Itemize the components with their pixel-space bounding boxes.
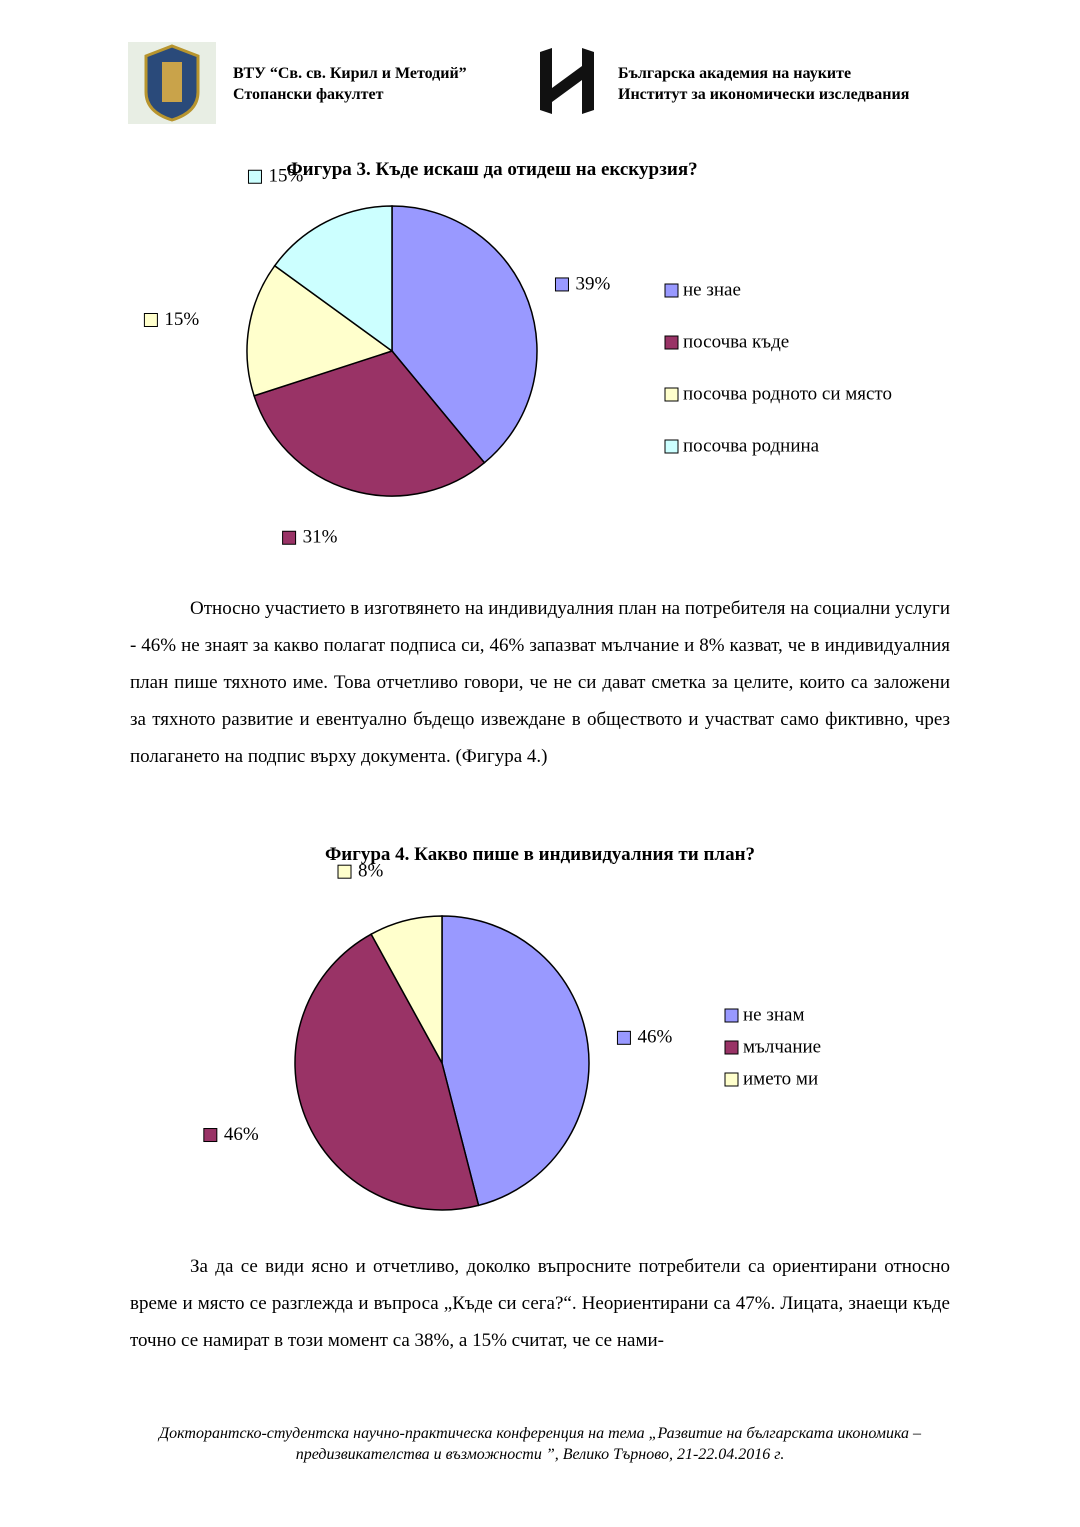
institute-logo <box>540 48 594 114</box>
data-label: 39% <box>575 273 610 294</box>
legend-label: името ми <box>743 1068 818 1089</box>
label-swatch <box>247 169 262 184</box>
legend-swatch <box>664 335 679 350</box>
header-right: Българска академия на науките Институт з… <box>618 63 909 105</box>
label-swatch <box>337 864 352 879</box>
pie-slice <box>246 264 394 397</box>
label-swatch <box>554 277 569 292</box>
university-logo <box>128 42 216 124</box>
pie-slice <box>370 915 443 1064</box>
legend-label: посочва родното си място <box>683 383 892 404</box>
legend-label: не знае <box>683 279 741 300</box>
header-text: Институт за икономически изследвания <box>618 86 910 103</box>
footer: Докторантско-студентска научно-практичес… <box>158 1425 922 1463</box>
legend-label: не знам <box>743 1004 804 1025</box>
chart-title: Фигура 3. Къде искаш да отидеш на екскур… <box>286 159 698 180</box>
legend-swatch <box>664 283 679 298</box>
pie-slice <box>441 915 590 1207</box>
legend-swatch <box>724 1040 739 1055</box>
paragraph: Относно участието в изготвянето на индив… <box>130 598 950 767</box>
data-label: 46% <box>637 1027 672 1048</box>
chart: 46% 46% 8% не знам мълчание името ми <box>203 861 821 1211</box>
chart: 39% 31% 15% 15% не знае посочва къде посочва р… <box>143 166 892 548</box>
data-label: 15% <box>268 166 303 187</box>
paragraph: За да се види ясно и отчетливо, доколко … <box>130 1256 950 1351</box>
chart-title: Фигура 4. Какво пише в индивидуалния ти … <box>324 844 756 865</box>
legend-swatch <box>724 1072 739 1087</box>
label-swatch <box>616 1030 631 1045</box>
header-text: ВТУ “Св. св. Кирил и Методий” <box>233 65 467 82</box>
legend-swatch <box>724 1008 739 1023</box>
legend-swatch <box>664 387 679 402</box>
header-text: Стопански факултет <box>233 86 384 103</box>
label-swatch <box>143 312 158 327</box>
legend-label: посочва роднина <box>683 435 820 456</box>
pie-slice <box>294 933 480 1211</box>
header-left: ВТУ “Св. св. Кирил и Методий” Стопански … <box>233 63 467 105</box>
data-label: 15% <box>164 309 199 330</box>
data-label: 31% <box>303 527 338 548</box>
pie-slice <box>273 205 393 353</box>
pie-slice <box>253 350 486 497</box>
data-label: 8% <box>358 861 384 882</box>
header-text: Българска академия на науките <box>618 65 852 82</box>
label-swatch <box>282 530 297 545</box>
label-swatch <box>203 1128 218 1143</box>
legend-swatch <box>664 439 679 454</box>
legend-label: мълчание <box>743 1036 821 1057</box>
legend-label: посочва къде <box>683 331 789 352</box>
pie-slice <box>391 205 538 464</box>
data-label: 46% <box>224 1124 259 1145</box>
